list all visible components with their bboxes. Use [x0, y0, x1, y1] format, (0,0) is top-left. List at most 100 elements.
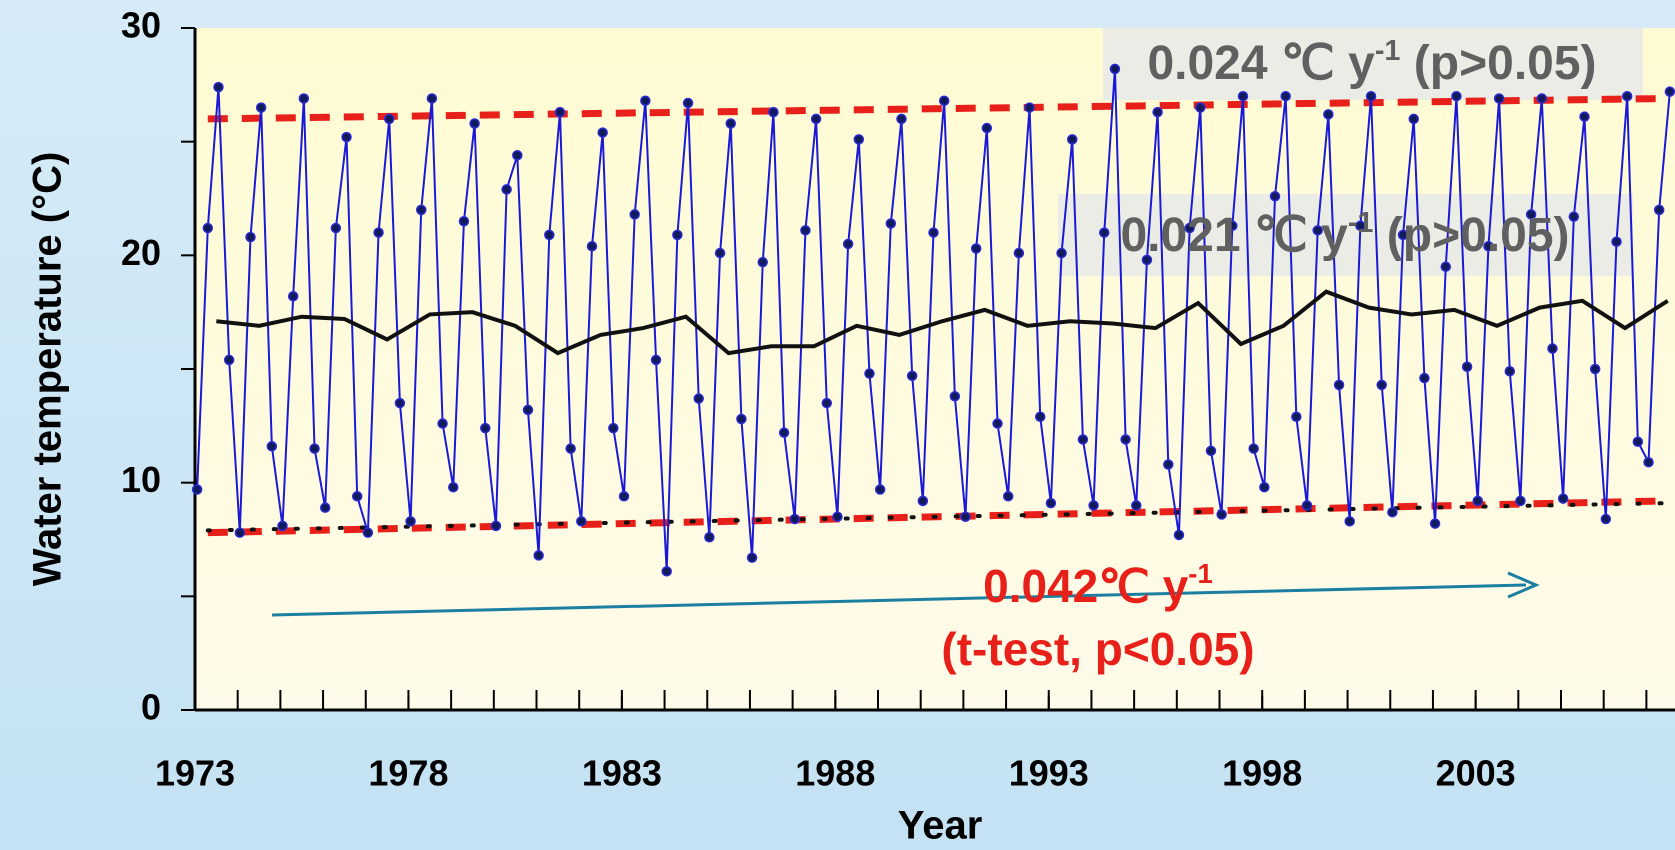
data-point [1600, 513, 1612, 525]
data-point [800, 225, 811, 236]
data-point [1163, 459, 1174, 470]
annotation-tail: (p>0.05) [1373, 209, 1569, 262]
data-point [1227, 220, 1238, 232]
data-point [640, 95, 651, 106]
trend-line [205, 501, 1670, 533]
data-point [885, 218, 897, 229]
data-point [1099, 227, 1110, 238]
annotation-sup: -1 [1188, 558, 1213, 589]
y-tick-label: 30 [121, 5, 161, 46]
data-point [1589, 363, 1601, 375]
data-point [981, 122, 993, 134]
data-point [1536, 93, 1548, 104]
data-point [1013, 247, 1025, 259]
data-point [1472, 495, 1484, 507]
data-point [917, 495, 929, 507]
data-point [1077, 434, 1089, 445]
data-point [1088, 500, 1099, 511]
data-point [373, 227, 384, 238]
data-point [319, 502, 331, 513]
y-tick-label: 0 [141, 687, 161, 728]
data-point [554, 106, 566, 118]
data-point [255, 102, 267, 113]
data-point [1419, 372, 1430, 384]
data-point [1280, 90, 1291, 102]
data-point [1376, 379, 1387, 391]
data-point [362, 527, 374, 538]
annotation: 0.024 ℃ y-1 (p>0.05) [1147, 35, 1596, 90]
data-point [906, 370, 918, 382]
data-point [277, 520, 288, 532]
data-point [405, 516, 416, 527]
data-point [330, 222, 342, 234]
data-point [1547, 343, 1558, 354]
data-point [458, 215, 470, 227]
data-point [1632, 436, 1644, 447]
data-point [938, 95, 950, 106]
data-point [1344, 516, 1355, 527]
data-point [1034, 411, 1046, 422]
data-point [426, 93, 438, 104]
data-point [821, 397, 833, 409]
data-point [213, 81, 224, 93]
data-point [608, 422, 619, 434]
data-point [234, 527, 246, 538]
data-point [1173, 529, 1185, 541]
annotation-sup: -1 [1348, 207, 1374, 239]
x-tick-label: 1983 [582, 753, 662, 794]
data-point [351, 491, 363, 502]
data-point [672, 229, 683, 241]
data-point [1451, 90, 1462, 102]
trend-arrow [271, 583, 1527, 617]
annotation-line2: (t-test, p<0.05) [941, 623, 1254, 675]
data-point [970, 243, 982, 254]
data-point [1643, 456, 1654, 468]
data-point [1429, 518, 1441, 529]
data-point [1461, 361, 1473, 372]
data-point [1024, 102, 1035, 113]
data-point [1152, 106, 1163, 118]
data-point [1397, 229, 1409, 241]
moving-average-line [216, 289, 1669, 356]
trend-line [207, 94, 1668, 123]
annotation-tail: (p>0.05) [1400, 37, 1596, 90]
data-point [191, 484, 203, 495]
data-point [223, 354, 235, 366]
data-point [832, 511, 843, 523]
data-point [309, 443, 320, 454]
data-point [1301, 500, 1313, 511]
data-point [864, 368, 875, 379]
data-point [1557, 493, 1569, 504]
data-point [533, 550, 544, 561]
annotation: 0.042℃ y-1 [983, 558, 1213, 612]
data-point [522, 404, 534, 416]
data-point [490, 520, 502, 532]
annotation-box [1058, 194, 1633, 276]
data-point [1184, 222, 1195, 234]
data-point [266, 441, 278, 452]
data-point [576, 516, 587, 527]
data-point [1653, 204, 1665, 216]
data-point [1066, 134, 1078, 145]
data-point [448, 481, 459, 493]
data-point [1002, 491, 1014, 502]
data-point [597, 127, 608, 138]
data-point [1611, 236, 1622, 247]
data-point [298, 93, 310, 104]
arrow-head [1507, 571, 1540, 599]
data-point [1504, 366, 1516, 377]
data-point [1515, 495, 1526, 507]
data-point [928, 227, 939, 238]
data-point [1216, 509, 1227, 520]
data-point [287, 291, 299, 302]
data-point [245, 231, 256, 243]
data-point [1248, 443, 1259, 454]
data-point [736, 413, 747, 425]
x-axis-label: Year [898, 804, 983, 848]
x-tick-label: 1993 [1009, 753, 1089, 794]
data-point [512, 150, 523, 161]
data-point [1056, 247, 1067, 259]
data-point [544, 229, 555, 241]
y-axis-label: Water temperature (°C) [26, 152, 70, 587]
